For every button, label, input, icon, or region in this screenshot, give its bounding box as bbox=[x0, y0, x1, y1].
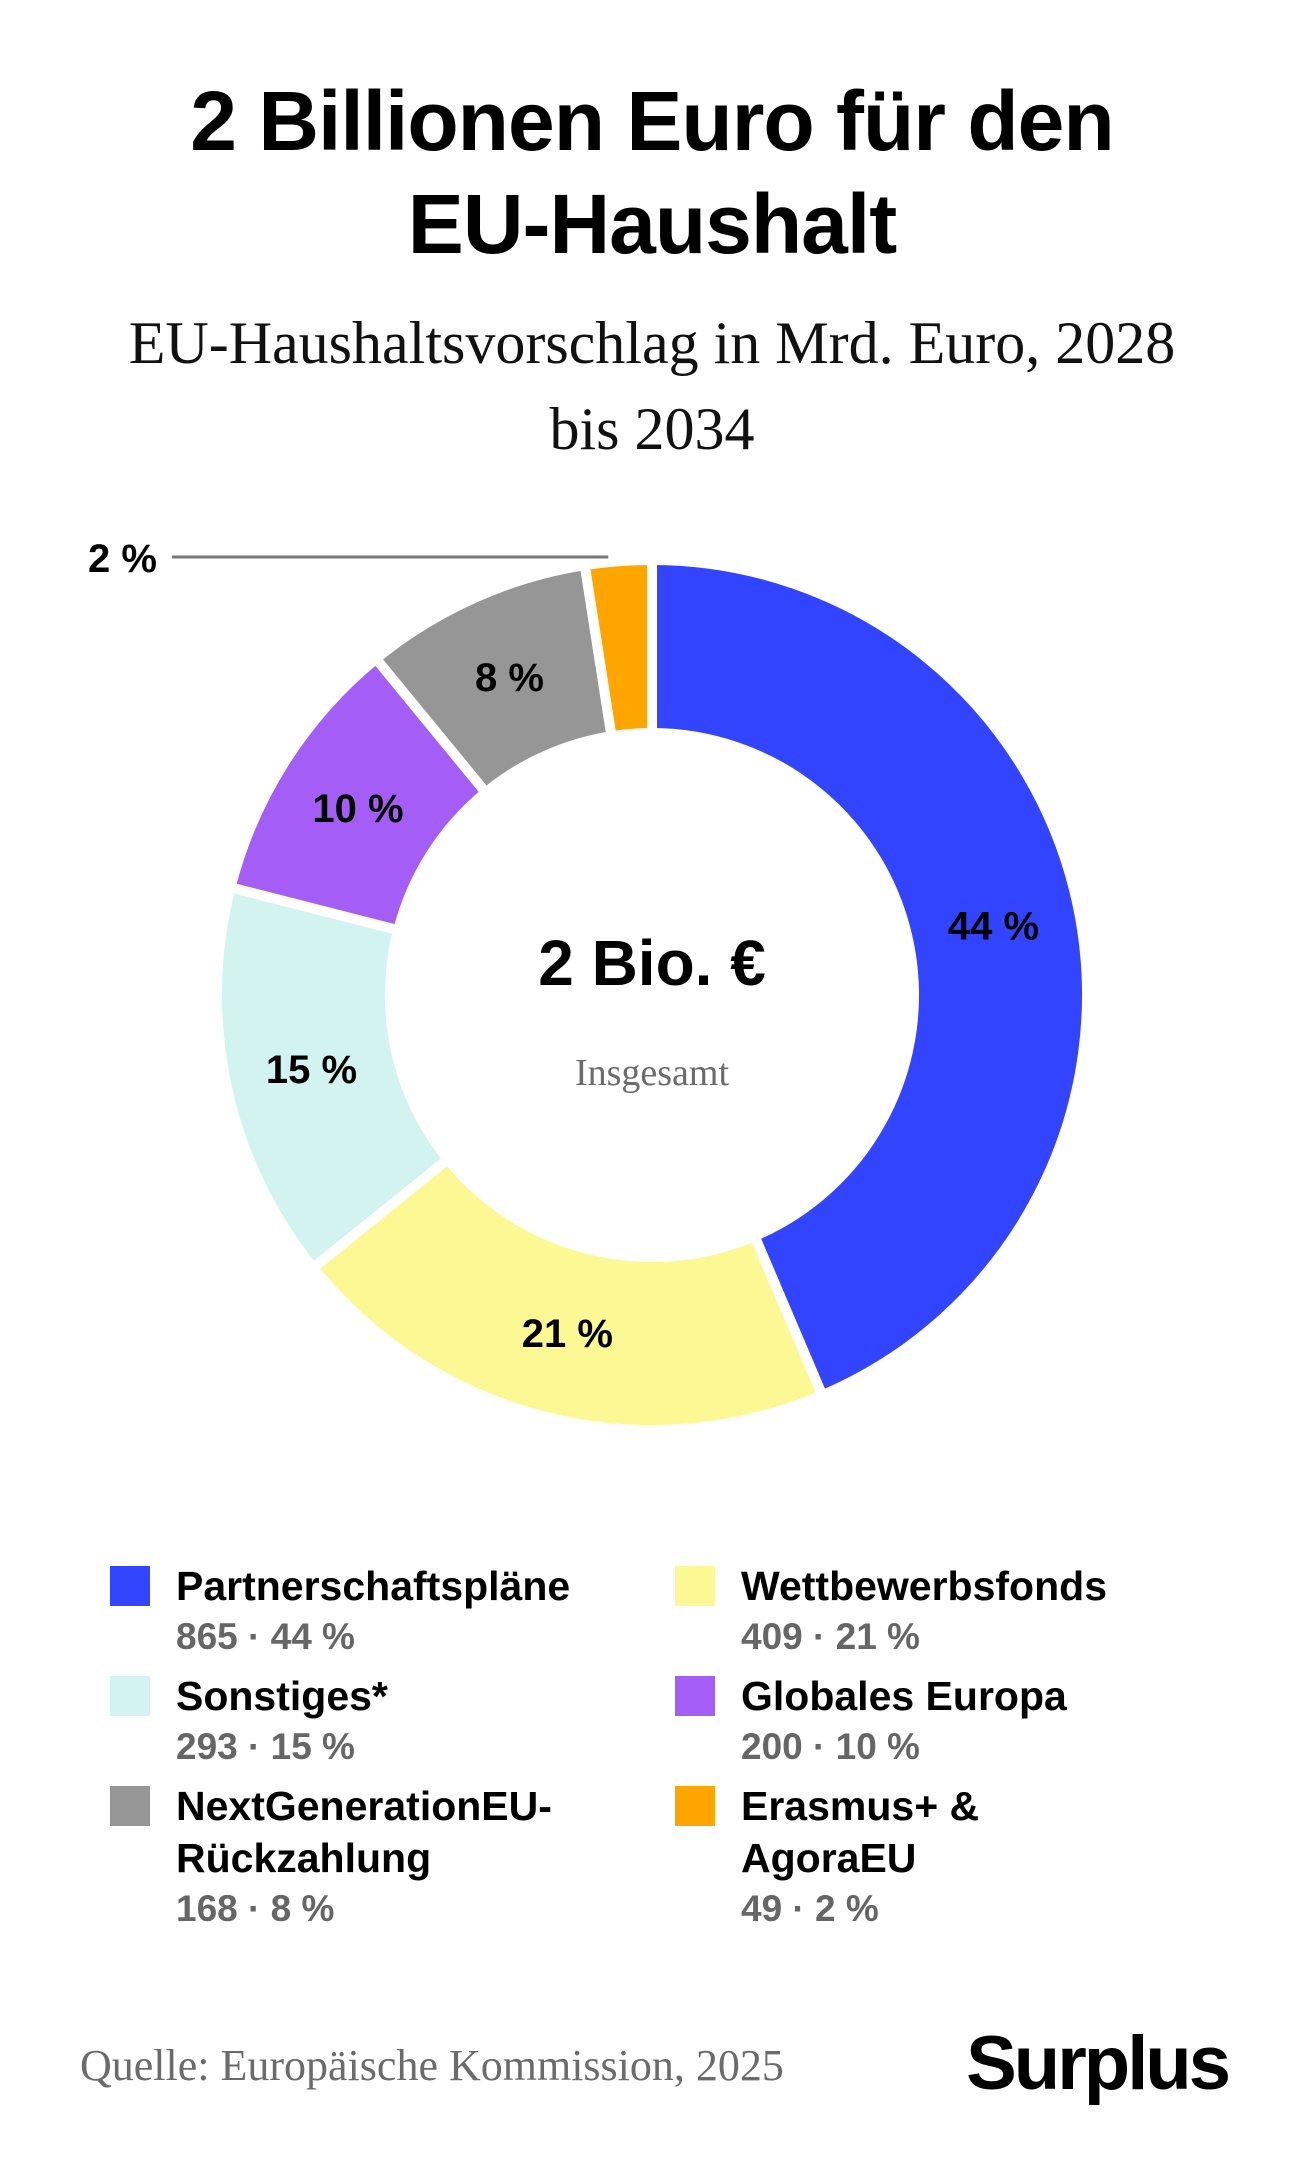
legend-value: 200 · 10 % bbox=[741, 1726, 920, 1767]
donut-slice bbox=[579, 554, 657, 742]
legend-item-partnerschaftsplaene: Partnerschaftspläne 865 · 44 % bbox=[110, 1560, 675, 1666]
legend-value: 168 · 8 % bbox=[176, 1888, 335, 1929]
donut-slices bbox=[212, 554, 1092, 1435]
slice-label: 8 % bbox=[475, 656, 544, 700]
legend: Partnerschaftspläne 865 · 44 % Wettbewer… bbox=[110, 1560, 1240, 1940]
slice-label: 21 % bbox=[522, 1312, 613, 1356]
slice-label: 44 % bbox=[948, 904, 1039, 948]
legend-label: Partnerschaftspläne bbox=[176, 1563, 571, 1609]
legend-value: 865 · 44 % bbox=[176, 1616, 355, 1657]
legend-text: Erasmus+ & AgoraEU 49 · 2 % bbox=[741, 1780, 1041, 1934]
legend-text: Sonstiges* 293 · 15 % bbox=[176, 1670, 388, 1772]
legend-item-globales-europa: Globales Europa 200 · 10 % bbox=[675, 1670, 1240, 1776]
legend-swatch bbox=[110, 1566, 150, 1606]
subtitle-line-2: bis 2034 bbox=[549, 396, 755, 462]
center-total-label: Insgesamt bbox=[575, 1052, 730, 1094]
brand-logo: Surplus bbox=[966, 2021, 1231, 2106]
center-total-value: 2 Bio. € bbox=[538, 927, 766, 999]
legend-value: 293 · 15 % bbox=[176, 1726, 355, 1767]
slice-label: 10 % bbox=[312, 787, 403, 831]
title-line-2: EU-Haushalt bbox=[407, 177, 897, 271]
slice-labels: 44 % 21 % 15 % 10 % 8 % 2 % bbox=[88, 537, 1039, 1356]
legend-item-nextgenerationeu: NextGenerationEU-Rückzahlung 168 · 8 % bbox=[110, 1780, 675, 1940]
legend-item-sonstiges: Sonstiges* 293 · 15 % bbox=[110, 1670, 675, 1776]
legend-swatch bbox=[110, 1786, 150, 1826]
legend-swatch bbox=[675, 1566, 715, 1606]
legend-text: Globales Europa 200 · 10 % bbox=[741, 1670, 1067, 1772]
donut-slice bbox=[212, 881, 455, 1275]
legend-swatch bbox=[675, 1676, 715, 1716]
legend-label: Wettbewerbsfonds bbox=[741, 1563, 1107, 1609]
legend-swatch bbox=[675, 1786, 715, 1826]
subtitle-line-1: EU-Haushaltsvorschlag in Mrd. Euro, 2028 bbox=[128, 310, 1176, 376]
title-line-1: 2 Billionen Euro für den bbox=[190, 74, 1114, 168]
legend-label: NextGenerationEU-Rückzahlung bbox=[176, 1783, 552, 1881]
legend-value: 49 · 2 % bbox=[741, 1888, 879, 1929]
source-note: Quelle: Europäische Kommission, 2025 bbox=[80, 2041, 784, 2090]
legend-value: 409 · 21 % bbox=[741, 1616, 920, 1657]
slice-label: 2 % bbox=[88, 537, 157, 581]
legend-swatch bbox=[110, 1676, 150, 1716]
legend-item-erasmus: Erasmus+ & AgoraEU 49 · 2 % bbox=[675, 1780, 1240, 1940]
donut-slice bbox=[306, 1152, 829, 1435]
donut-slice bbox=[647, 554, 1092, 1402]
chart-title: 2 Billionen Euro für den EU-Haushalt bbox=[0, 70, 1304, 276]
legend-label: Erasmus+ & AgoraEU bbox=[741, 1783, 980, 1881]
slice-label: 15 % bbox=[266, 1048, 357, 1092]
legend-item-wettbewerbsfonds: Wettbewerbsfonds 409 · 21 % bbox=[675, 1560, 1240, 1666]
chart-subtitle: EU-Haushaltsvorschlag in Mrd. Euro, 2028… bbox=[0, 300, 1304, 472]
legend-label: Sonstiges* bbox=[176, 1673, 388, 1719]
legend-text: Wettbewerbsfonds 409 · 21 % bbox=[741, 1560, 1107, 1662]
legend-text: NextGenerationEU-Rückzahlung 168 · 8 % bbox=[176, 1780, 596, 1934]
legend-text: Partnerschaftspläne 865 · 44 % bbox=[176, 1560, 570, 1662]
legend-label: Globales Europa bbox=[741, 1673, 1067, 1719]
donut-chart: 44 % 21 % 15 % 10 % 8 % 2 % 2 Bio. € Insgesam… bbox=[88, 537, 1092, 1435]
